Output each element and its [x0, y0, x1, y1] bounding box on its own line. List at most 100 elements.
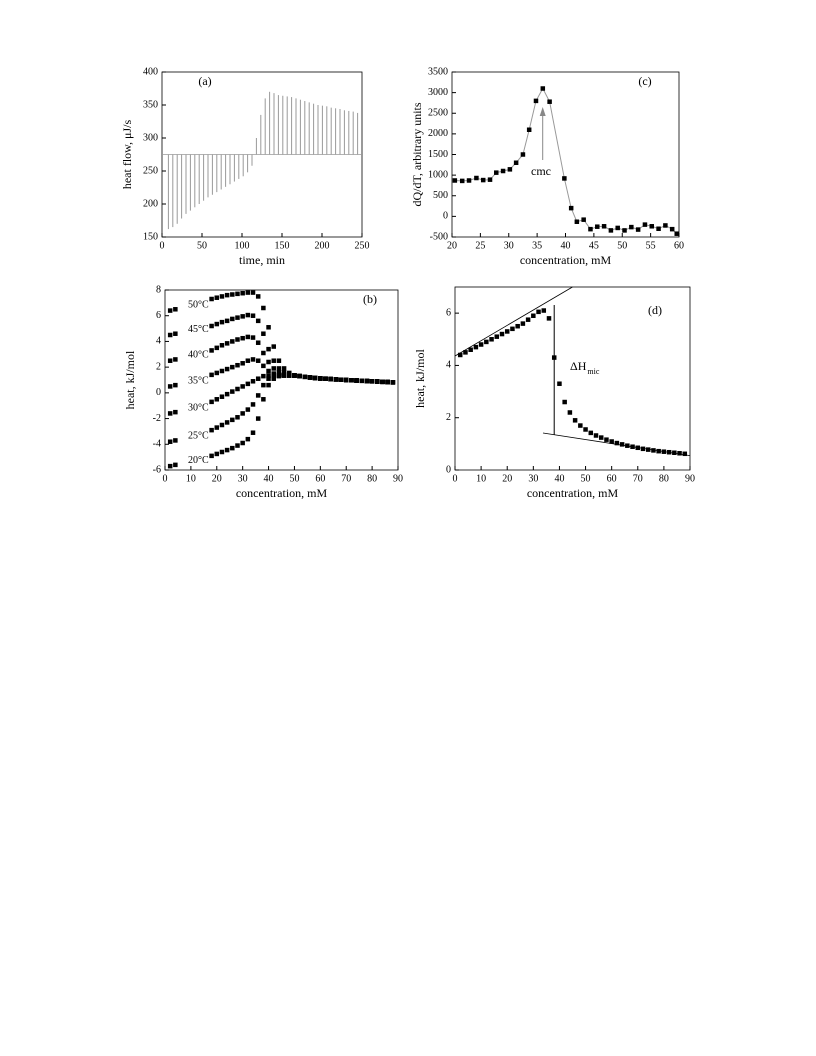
marker — [214, 295, 220, 300]
marker — [245, 334, 251, 340]
marker — [333, 377, 339, 382]
marker — [167, 332, 173, 338]
marker — [271, 344, 276, 349]
x-axis-label: concentration, mM — [527, 486, 619, 500]
marker — [629, 224, 634, 230]
marker — [457, 352, 463, 358]
marker — [167, 358, 173, 363]
y-tick-label: 2500 — [428, 108, 448, 119]
marker — [219, 394, 225, 399]
marker — [354, 378, 359, 383]
marker — [302, 374, 308, 380]
marker — [459, 178, 465, 184]
marker — [478, 342, 484, 347]
marker — [452, 178, 458, 183]
marker — [666, 449, 672, 455]
annotation: cmc — [531, 164, 551, 178]
marker — [266, 373, 271, 378]
marker — [224, 447, 230, 453]
y-axis-label: heat, kJ/mol — [413, 349, 427, 408]
marker — [214, 425, 220, 430]
marker — [276, 366, 282, 371]
marker — [261, 305, 266, 311]
marker — [619, 442, 625, 447]
marker — [266, 346, 271, 352]
x-tick-label: 70 — [341, 473, 351, 484]
marker — [266, 325, 271, 330]
y-tick-label: 4 — [156, 336, 161, 347]
marker — [261, 331, 266, 336]
marker — [271, 373, 276, 379]
y-tick-label: 0 — [156, 387, 161, 398]
marker — [349, 378, 354, 383]
marker — [526, 127, 532, 132]
x-tick-label: 40 — [561, 240, 571, 251]
marker — [240, 361, 245, 366]
marker — [276, 358, 282, 363]
marker — [245, 436, 251, 442]
marker — [338, 377, 344, 382]
marker — [504, 329, 510, 334]
marker — [568, 205, 574, 211]
marker — [480, 177, 486, 183]
panel-label: (d) — [648, 303, 662, 317]
marker — [230, 445, 235, 451]
marker — [540, 86, 546, 91]
marker — [484, 339, 489, 345]
marker — [323, 376, 328, 381]
marker — [255, 416, 261, 421]
marker — [240, 314, 245, 319]
series-label: 25°C — [188, 431, 209, 442]
marker — [630, 444, 635, 449]
x-tick-label: 30 — [238, 473, 248, 484]
marker — [214, 321, 220, 327]
x-tick-label: 60 — [674, 240, 684, 251]
marker — [622, 228, 627, 233]
marker — [276, 370, 282, 375]
x-tick-label: 100 — [235, 240, 250, 251]
marker — [255, 318, 261, 324]
y-tick-label: -4 — [153, 439, 161, 450]
x-tick-label: 0 — [453, 473, 458, 484]
marker — [499, 331, 505, 337]
marker — [562, 176, 567, 181]
x-axis-label: time, min — [239, 253, 285, 267]
marker — [574, 219, 580, 224]
marker — [250, 357, 256, 362]
marker — [635, 445, 641, 451]
marker — [240, 411, 245, 416]
marker — [663, 223, 668, 228]
marker — [230, 389, 235, 394]
x-tick-label: 30 — [504, 240, 514, 251]
marker — [245, 312, 251, 318]
marker — [468, 347, 473, 352]
y-tick-label: 2 — [156, 361, 161, 372]
y-tick-label: 500 — [433, 190, 448, 201]
marker — [261, 397, 266, 402]
marker — [494, 170, 499, 175]
marker — [541, 308, 547, 313]
marker — [209, 296, 214, 302]
marker — [250, 379, 256, 384]
marker — [375, 379, 380, 384]
marker — [369, 379, 375, 384]
marker — [487, 177, 493, 182]
x-tick-label: 40 — [554, 473, 564, 484]
marker — [245, 290, 251, 295]
x-tick-label: 60 — [315, 473, 325, 484]
panel-label: (b) — [363, 292, 377, 306]
marker — [230, 292, 235, 297]
y-axis-label: heat flow, μJ/s — [120, 120, 134, 190]
marker — [642, 222, 648, 227]
x-axis-label: concentration, mM — [520, 253, 612, 267]
marker — [473, 344, 479, 350]
marker — [656, 226, 661, 231]
series-label: 20°C — [188, 455, 209, 466]
marker — [167, 411, 173, 416]
marker — [224, 341, 230, 346]
marker — [677, 451, 682, 456]
marker — [250, 290, 256, 295]
x-tick-label: 50 — [289, 473, 299, 484]
marker — [214, 370, 220, 376]
